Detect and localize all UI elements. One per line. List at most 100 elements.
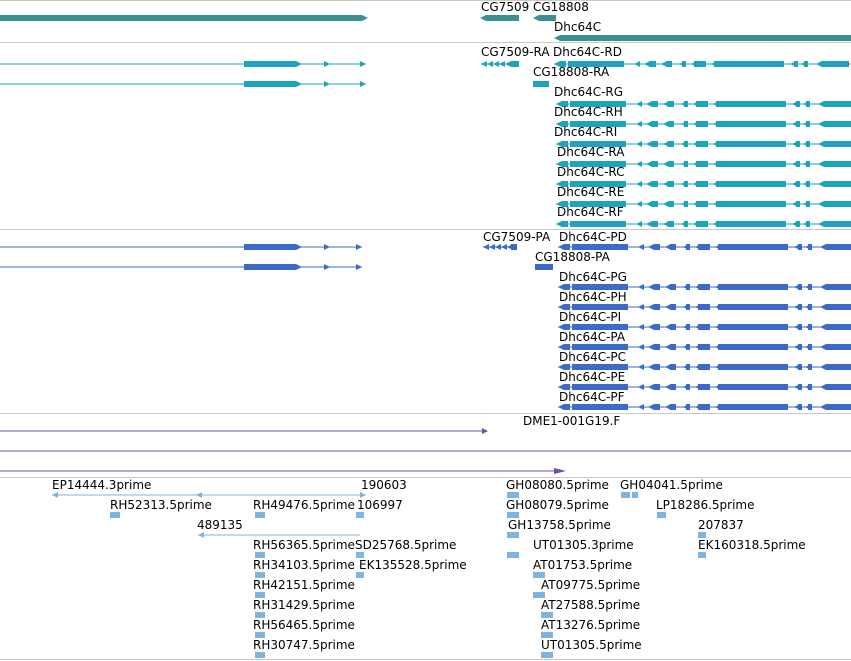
- est-label[interactable]: UT01305.3prime: [533, 538, 634, 552]
- est-label[interactable]: EP14444.3prime: [52, 478, 152, 492]
- protein-label[interactable]: Dhc64C-PE: [559, 370, 626, 384]
- strand-arrow: [648, 404, 654, 410]
- est-label[interactable]: EK135528.5prime: [359, 558, 467, 572]
- exon-block: [572, 244, 628, 250]
- est-label[interactable]: 489135: [197, 518, 243, 532]
- exon-block: [654, 284, 660, 290]
- strand-arrow: [792, 141, 798, 147]
- strand-arrow: [556, 121, 562, 127]
- transcript-label[interactable]: Dhc64C-RE: [557, 185, 625, 199]
- est-block: [356, 572, 364, 578]
- strand-arrow: [556, 221, 562, 227]
- est-block: [255, 612, 265, 618]
- est-label[interactable]: 190603: [361, 478, 407, 492]
- strand-arrow: [803, 221, 809, 227]
- est-label[interactable]: AT09775.5prime: [541, 578, 641, 592]
- transcript-label[interactable]: Dhc64C-RG: [554, 85, 624, 99]
- transcript-label[interactable]: Dhc64C-RF: [557, 205, 624, 219]
- est-label[interactable]: EK160318.5prime: [698, 538, 806, 552]
- strand-arrow: [296, 264, 302, 270]
- est-label[interactable]: RH56365.5prime: [253, 538, 355, 552]
- est-label[interactable]: RH56465.5prime: [253, 618, 355, 632]
- est-label[interactable]: UT01305.5prime: [541, 638, 642, 652]
- protein-label[interactable]: Dhc64C-PC: [559, 350, 627, 364]
- est-label[interactable]: RH34103.5prime: [253, 558, 355, 572]
- strand-arrow: [801, 61, 807, 67]
- est-label[interactable]: AT27588.5prime: [541, 598, 641, 612]
- exon-block: [244, 244, 296, 250]
- est-label[interactable]: GH08079.5prime: [506, 498, 609, 512]
- est-label[interactable]: AT13276.5prime: [541, 618, 641, 632]
- est-label[interactable]: RH52313.5prime: [110, 498, 212, 512]
- transcript-label[interactable]: Dhc64C-RI: [554, 125, 618, 139]
- protein-label[interactable]: Dhc64C-PI: [559, 310, 622, 324]
- est-label[interactable]: 207837: [698, 518, 744, 532]
- est-label[interactable]: GH04041.5prime: [620, 478, 723, 492]
- exon-block: [564, 324, 570, 330]
- exon-block: [696, 161, 708, 167]
- transcript-label[interactable]: CG7509-RA: [481, 45, 550, 59]
- strand-arrow: [558, 304, 564, 310]
- transcript-label[interactable]: Dhc64C-RD: [553, 45, 622, 59]
- est-label[interactable]: GH13758.5prime: [508, 518, 611, 532]
- transcript-label[interactable]: Dhc64C-RA: [557, 145, 625, 159]
- exon-block: [826, 404, 851, 410]
- gene-strand-arrow: [554, 35, 560, 41]
- est-block: [657, 512, 666, 518]
- protein-label[interactable]: Dhc64C-PF: [559, 390, 625, 404]
- protein-label[interactable]: Dhc64C-PD: [559, 230, 627, 244]
- gene-label[interactable]: CG18808: [533, 0, 589, 14]
- exon-block: [826, 284, 851, 290]
- exon-block: [560, 61, 566, 67]
- strand-arrow: [663, 121, 669, 127]
- exon-block: [826, 364, 851, 370]
- est-label[interactable]: LP18286.5prime: [656, 498, 755, 512]
- est-label[interactable]: AT01753.5prime: [533, 558, 633, 572]
- strand-arrow: [818, 221, 824, 227]
- est-block: [541, 652, 553, 658]
- strand-arrow: [818, 181, 824, 187]
- strand-arrow: [638, 344, 644, 350]
- protein-label[interactable]: Dhc64C-PH: [559, 290, 627, 304]
- strand-arrow: [636, 161, 642, 167]
- strand-arrow: [794, 284, 800, 290]
- transcript-label[interactable]: Dhc64C-RC: [557, 165, 625, 179]
- strand-arrow: [558, 324, 564, 330]
- strand-arrow: [324, 61, 330, 67]
- est-arrow: [198, 532, 204, 538]
- protein-label[interactable]: Dhc64C-PA: [559, 330, 626, 344]
- est-label[interactable]: SD25768.5prime: [355, 538, 457, 552]
- strand-arrow: [636, 101, 642, 107]
- est-label[interactable]: RH31429.5prime: [253, 598, 355, 612]
- protein-label[interactable]: CG18808-PA: [535, 250, 610, 264]
- gene-label[interactable]: CG7509: [481, 0, 530, 14]
- est-label[interactable]: RH30747.5prime: [253, 638, 355, 652]
- clone-label[interactable]: DME1-001G19.F: [523, 414, 621, 428]
- est-label[interactable]: RH49476.5prime: [253, 498, 355, 512]
- strand-arrow: [636, 121, 642, 127]
- exon-block: [824, 141, 851, 147]
- exon-block: [824, 121, 851, 127]
- gene-label[interactable]: Dhc64C: [554, 20, 602, 34]
- strand-arrow: [558, 284, 564, 290]
- strand-arrow: [792, 121, 798, 127]
- transcript-label[interactable]: CG18808-RA: [533, 65, 610, 79]
- exon-block: [654, 304, 660, 310]
- strand-arrow: [636, 181, 642, 187]
- est-label[interactable]: RH42151.5prime: [253, 578, 355, 592]
- strand-arrow: [493, 61, 499, 67]
- transcript-label[interactable]: Dhc64C-RH: [554, 105, 623, 119]
- strand-arrow: [663, 101, 669, 107]
- protein-label[interactable]: Dhc64C-PG: [559, 270, 627, 284]
- exon-block: [698, 344, 710, 350]
- est-block: [533, 572, 545, 578]
- exon-block: [654, 364, 660, 370]
- est-label[interactable]: GH08080.5prime: [506, 478, 609, 492]
- exon-block: [826, 244, 851, 250]
- protein-label[interactable]: CG7509-PA: [483, 230, 551, 244]
- exon-block: [654, 384, 660, 390]
- strand-arrow: [818, 121, 824, 127]
- strand-arrow: [638, 324, 644, 330]
- est-label[interactable]: 106997: [357, 498, 403, 512]
